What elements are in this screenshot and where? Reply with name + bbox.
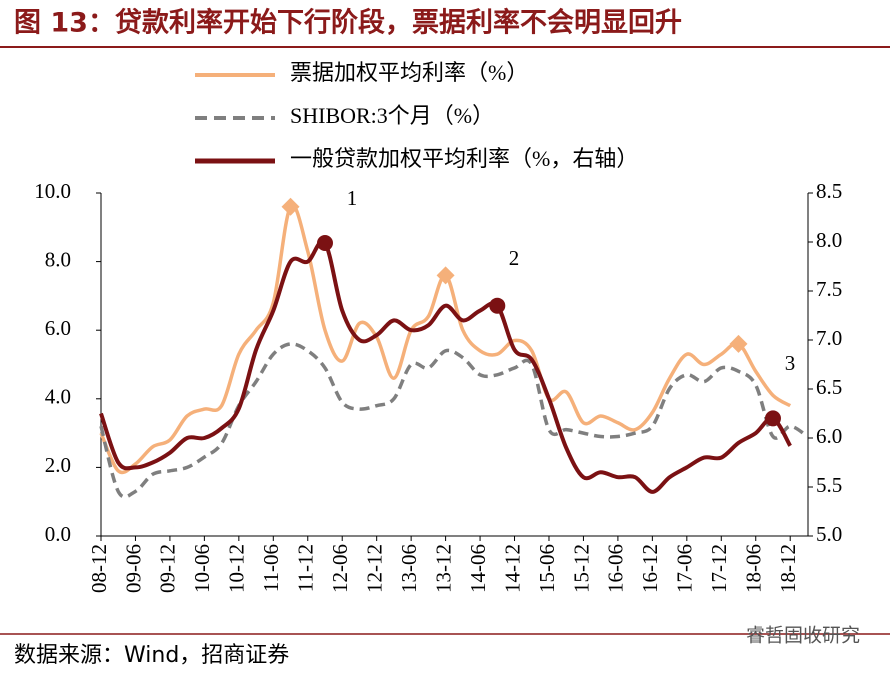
y2-tick-label: 7.0 xyxy=(816,326,842,350)
y2-tick-label: 8.5 xyxy=(816,179,842,203)
x-tick-label: 17-06 xyxy=(673,544,697,593)
y2-tick-label: 5.5 xyxy=(816,473,842,497)
annotation: 1 xyxy=(347,186,358,210)
y2-tick-label: 6.0 xyxy=(816,424,842,448)
x-tick-label: 14-12 xyxy=(500,544,524,593)
x-tick-label: 15-06 xyxy=(535,544,559,593)
annotation: 3 xyxy=(785,351,796,375)
x-tick-label: 15-12 xyxy=(569,544,593,593)
x-tick-label: 10-06 xyxy=(190,544,214,593)
y-tick-label: 10.0 xyxy=(34,179,71,203)
x-tick-label: 16-06 xyxy=(604,544,628,593)
chart-title: 图 13：贷款利率开始下行阶段，票据利率不会明显回升 xyxy=(14,7,682,39)
legend-label: 票据加权平均利率（%） xyxy=(290,60,528,85)
series-line xyxy=(99,342,809,499)
highlight-marker xyxy=(489,297,506,314)
highlight-marker xyxy=(316,234,333,251)
x-tick-label: 12-06 xyxy=(328,544,352,593)
x-tick-label: 18-06 xyxy=(742,544,766,593)
y2-tick-label: 6.5 xyxy=(816,375,842,399)
x-tick-label: 12-12 xyxy=(362,544,386,593)
legend-label: 一般贷款加权平均利率（%，右轴） xyxy=(290,146,638,171)
y2-tick-label: 8.0 xyxy=(816,228,842,252)
y2-tick-label: 5.0 xyxy=(816,522,842,546)
series-line xyxy=(99,203,792,475)
x-tick-label: 08-12 xyxy=(87,544,111,593)
y-tick-label: 4.0 xyxy=(45,385,71,409)
highlight-marker xyxy=(436,266,455,285)
highlight-marker xyxy=(281,197,300,216)
y2-tick-label: 7.5 xyxy=(816,277,842,301)
y-tick-label: 2.0 xyxy=(45,453,71,477)
x-tick-label: 10-12 xyxy=(225,544,249,593)
y-tick-label: 6.0 xyxy=(45,316,71,340)
x-tick-label: 11-12 xyxy=(294,544,318,592)
x-tick-label: 16-12 xyxy=(638,544,662,593)
x-tick-label: 18-12 xyxy=(776,544,800,593)
highlight-marker xyxy=(729,334,748,353)
highlight-marker xyxy=(764,410,781,427)
x-tick-label: 14-06 xyxy=(466,544,490,593)
source: 数据来源：Wind，招商证券 xyxy=(14,643,289,668)
y-tick-label: 8.0 xyxy=(45,247,71,271)
y-tick-label: 0.0 xyxy=(45,522,71,546)
legend-label: SHIBOR:3个月（%） xyxy=(290,103,494,128)
x-tick-label: 09-12 xyxy=(156,544,180,593)
x-tick-label: 09-06 xyxy=(121,544,145,593)
watermark: 睿哲固收研究 xyxy=(746,625,860,647)
x-tick-label: 17-12 xyxy=(707,544,731,593)
x-tick-label: 13-12 xyxy=(431,544,455,593)
x-tick-label: 11-06 xyxy=(259,544,283,592)
series-line xyxy=(99,239,792,494)
x-tick-label: 13-06 xyxy=(397,544,421,593)
annotation: 2 xyxy=(509,246,520,270)
